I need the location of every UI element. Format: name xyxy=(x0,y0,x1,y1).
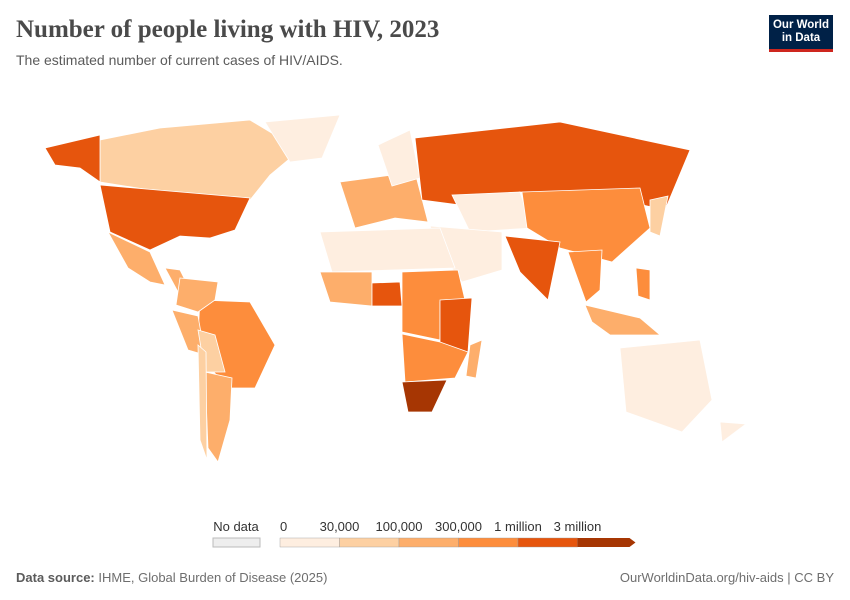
legend-tick: 100,000 xyxy=(376,519,423,534)
logo-line2: in Data xyxy=(781,32,821,44)
legend-bin-4 xyxy=(517,537,578,548)
legend-tick: 0 xyxy=(280,519,287,534)
region-madagascar[interactable] xyxy=(465,339,483,379)
region-west-africa[interactable] xyxy=(319,271,373,307)
legend-bin-1 xyxy=(339,537,400,548)
no-data-label: No data xyxy=(213,519,259,534)
region-new-zealand[interactable] xyxy=(719,421,748,443)
region-greenland[interactable] xyxy=(264,114,341,163)
legend-tick: 300,000 xyxy=(435,519,482,534)
color-legend: No data 0 30,000 100,000 300,000 1 million 3 m… xyxy=(212,519,636,548)
logo-line1: Our World xyxy=(772,19,829,31)
region-australia[interactable] xyxy=(619,339,713,433)
region-alaska[interactable] xyxy=(44,134,101,183)
region-usa[interactable] xyxy=(99,184,251,251)
owid-logo[interactable]: Our World in Data xyxy=(769,15,833,52)
region-southeast-asia[interactable] xyxy=(567,249,603,303)
data-source: Data source: IHME, Global Burden of Dise… xyxy=(16,570,328,585)
legend-bin-2 xyxy=(398,537,459,548)
region-southern-africa[interactable] xyxy=(401,333,469,383)
region-india[interactable] xyxy=(504,235,561,301)
region-japan[interactable] xyxy=(649,195,669,237)
no-data-swatch xyxy=(212,537,261,548)
region-europe[interactable] xyxy=(339,171,429,229)
region-nigeria[interactable] xyxy=(371,281,403,307)
region-philippines[interactable] xyxy=(635,267,651,301)
region-canada[interactable] xyxy=(99,119,301,201)
footer-link[interactable]: OurWorldinData.org/hiv-aids | CC BY xyxy=(620,570,834,585)
legend-tick: 3 million xyxy=(554,519,602,534)
region-colombia-venezuela[interactable] xyxy=(175,277,219,313)
world-map xyxy=(44,114,748,463)
region-indonesia[interactable] xyxy=(584,304,662,336)
legend-bin-5 xyxy=(577,538,636,547)
region-north-africa[interactable] xyxy=(319,227,456,273)
chart-title: Number of people living with HIV, 2023 xyxy=(16,16,440,43)
region-mexico[interactable] xyxy=(107,231,166,286)
legend-bin-3 xyxy=(458,537,519,548)
region-south-africa[interactable] xyxy=(401,379,448,413)
license: | CC BY xyxy=(787,570,834,585)
legend-tick: 30,000 xyxy=(320,519,360,534)
url-link[interactable]: OurWorldinData.org/hiv-aids xyxy=(619,570,784,585)
legend-bin-0 xyxy=(279,537,340,548)
legend-tick: 1 million xyxy=(494,519,542,534)
region-argentina[interactable] xyxy=(204,371,233,463)
source-text: IHME, Global Burden of Disease (2025) xyxy=(98,570,328,585)
region-central-asia[interactable] xyxy=(451,191,533,233)
chart-subtitle: The estimated number of current cases of… xyxy=(16,52,343,68)
region-chile[interactable] xyxy=(197,344,208,461)
